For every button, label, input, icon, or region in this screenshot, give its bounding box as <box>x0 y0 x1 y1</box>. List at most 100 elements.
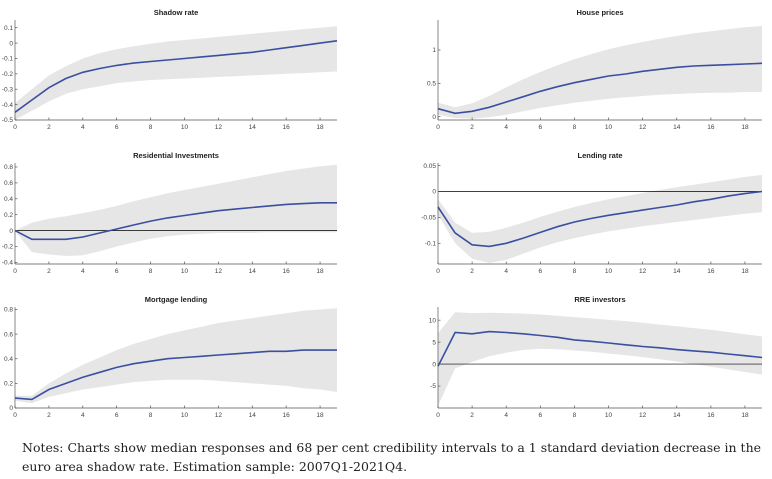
y-tick-label: 5 <box>432 339 436 346</box>
x-tick-label: 12 <box>639 124 647 131</box>
y-tick-label: -0.05 <box>421 215 436 222</box>
x-tick-label: 10 <box>605 124 613 131</box>
x-tick-label: 16 <box>707 268 715 275</box>
x-tick-label: 16 <box>283 124 291 131</box>
x-tick-label: 6 <box>115 268 119 275</box>
x-tick-label: 10 <box>605 412 613 419</box>
credibility-band <box>438 26 762 119</box>
x-tick-label: 14 <box>673 412 681 419</box>
median-line <box>14 40 338 113</box>
y-tick-label: 0.05 <box>423 163 436 170</box>
x-tick-label: 14 <box>673 268 681 275</box>
x-tick-label: 14 <box>249 268 257 275</box>
x-tick-label: 2 <box>47 412 51 419</box>
x-tick-label: 8 <box>573 412 577 419</box>
chart-title: Mortgage lending <box>145 295 208 304</box>
x-tick-label: 8 <box>149 412 153 419</box>
y-tick-label: -0.2 <box>2 244 14 251</box>
chart-title: Lending rate <box>577 151 622 160</box>
x-tick-label: 6 <box>539 268 543 275</box>
y-tick-label: 0.8 <box>4 307 13 314</box>
x-tick-label: 0 <box>13 268 17 275</box>
x-tick-label: 4 <box>504 412 508 419</box>
x-tick-label: 18 <box>741 124 749 131</box>
y-tick-label: 0 <box>9 228 13 235</box>
x-tick-label: 18 <box>741 268 749 275</box>
y-tick-label: -0.4 <box>2 260 14 267</box>
x-tick-label: 12 <box>639 412 647 419</box>
x-tick-label: 18 <box>316 124 324 131</box>
y-tick-label: 0.4 <box>4 356 13 363</box>
x-tick-label: 0 <box>436 268 440 275</box>
x-tick-label: 18 <box>316 412 324 419</box>
x-tick-label: 0 <box>13 412 17 419</box>
y-tick-label: 0 <box>432 361 436 368</box>
credibility-band <box>438 312 762 406</box>
credibility-band <box>15 26 337 121</box>
x-tick-label: 12 <box>215 268 223 275</box>
x-tick-label: 4 <box>504 124 508 131</box>
y-tick-label: 0 <box>9 405 13 412</box>
x-tick-label: 12 <box>215 124 223 131</box>
chart-panel-5: Mortgage lending 0 2 4 6 8 10 12 14 16 18 0 0.2 0.4 0.… <box>4 295 337 419</box>
chart-title: Residential Investments <box>133 151 219 160</box>
x-tick-label: 4 <box>504 268 508 275</box>
x-tick-label: 10 <box>605 268 613 275</box>
chart-panel-4: Lending rate 0 2 4 6 8 10 12 14 16 18 -0.1 -0.05 0 0.0… <box>421 151 763 275</box>
x-tick-label: 6 <box>115 412 119 419</box>
median-line <box>437 330 763 367</box>
x-tick-label: 0 <box>13 124 17 131</box>
y-tick-label: 0.1 <box>4 25 13 32</box>
y-tick-label: -0.5 <box>2 117 14 124</box>
y-tick-label: -0.2 <box>2 71 14 78</box>
y-tick-label: 0.5 <box>427 81 436 88</box>
median-line <box>14 349 337 401</box>
x-tick-label: 2 <box>470 412 474 419</box>
credibility-band <box>15 164 337 256</box>
x-tick-label: 12 <box>215 412 223 419</box>
x-tick-label: 16 <box>283 268 291 275</box>
y-tick-label: -5 <box>430 383 436 390</box>
x-tick-label: 0 <box>436 412 440 419</box>
y-tick-label: -0.1 <box>2 56 14 63</box>
x-tick-label: 6 <box>115 124 119 131</box>
x-tick-label: 0 <box>436 124 440 131</box>
y-tick-label: -0.3 <box>2 86 14 93</box>
credibility-band <box>15 308 337 404</box>
x-tick-label: 16 <box>707 124 715 131</box>
x-tick-label: 8 <box>573 124 577 131</box>
x-tick-label: 10 <box>181 268 189 275</box>
x-tick-label: 2 <box>47 268 51 275</box>
y-tick-label: 0.2 <box>4 381 13 388</box>
x-tick-label: 2 <box>470 268 474 275</box>
x-tick-label: 8 <box>573 268 577 275</box>
chart-panel-3: Residential Investments 0 2 4 6 8 10 12 14 16 18 -0… <box>2 151 337 275</box>
y-tick-label: 0.6 <box>4 180 13 187</box>
y-tick-label: 10 <box>429 317 437 324</box>
x-tick-label: 12 <box>639 268 647 275</box>
x-tick-label: 16 <box>707 412 715 419</box>
x-tick-label: 2 <box>47 124 51 131</box>
y-tick-label: 0 <box>9 40 13 47</box>
y-tick-label: 0.8 <box>4 164 13 171</box>
y-tick-label: -0.1 <box>425 240 437 247</box>
x-tick-label: 2 <box>470 124 474 131</box>
x-tick-label: 14 <box>673 124 681 131</box>
y-tick-label: 0 <box>432 189 436 196</box>
x-tick-label: 18 <box>316 268 324 275</box>
chart-title: Shadow rate <box>154 8 199 17</box>
notes-caption: Notes: Charts show median responses and … <box>22 440 762 474</box>
y-tick-label: 0 <box>432 114 436 121</box>
chart-panel-2: House prices 0 2 4 6 8 10 12 14 16 18 0 0.5 1 <box>427 8 763 131</box>
chart-panel-6: RRE investors 0 2 4 6 8 10 12 14 16 18 -5 0 5 10 <box>429 295 763 419</box>
x-tick-label: 4 <box>81 412 85 419</box>
credibility-band <box>438 174 762 263</box>
x-tick-label: 10 <box>181 124 189 131</box>
y-tick-label: 0.2 <box>4 212 13 219</box>
x-tick-label: 18 <box>741 412 749 419</box>
y-tick-label: -0.4 <box>2 102 14 109</box>
x-tick-label: 10 <box>181 412 189 419</box>
x-tick-label: 14 <box>249 124 257 131</box>
x-tick-label: 6 <box>539 412 543 419</box>
y-tick-label: 0.6 <box>4 331 13 338</box>
